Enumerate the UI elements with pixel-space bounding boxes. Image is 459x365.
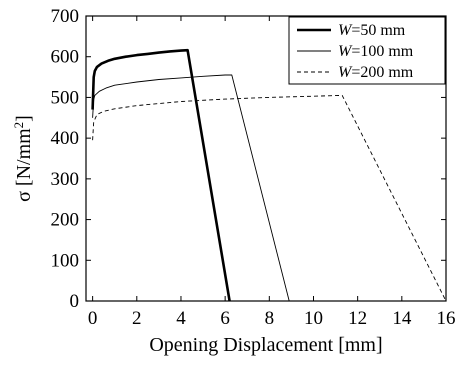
y-tick-label: 700 (51, 6, 80, 27)
series-line-2 (92, 74, 290, 302)
y-tick-label: 400 (51, 128, 80, 149)
series-layer (91, 48, 447, 302)
x-tick-label: 4 (176, 308, 186, 329)
plot-frame (85, 15, 447, 302)
x-tick-label: 8 (265, 308, 275, 329)
y-axis-label-main: σ [N/mm (13, 128, 35, 202)
y-axis-label: σ [N/mm2] (11, 115, 36, 202)
series-line-1 (91, 48, 231, 302)
x-tick-label: 14 (392, 308, 412, 329)
legend-entry-value: =200 mm (351, 64, 413, 81)
y-axis-label-superscript: 2 (11, 122, 26, 129)
legend-entry-3: W=200 mm (338, 64, 414, 81)
y-tick-label: 100 (51, 250, 80, 271)
legend-entry-value: =100 mm (351, 43, 413, 60)
x-tick-label: 10 (304, 308, 323, 329)
legend-entry-1: W=50 mm (338, 22, 406, 39)
legend-entry-2: W=100 mm (338, 43, 414, 60)
x-tick-label: 16 (437, 308, 456, 329)
series-line-3 (92, 94, 447, 302)
legend-entry-variable: W (338, 22, 353, 39)
y-tick-label: 600 (51, 47, 80, 68)
legend-entry-variable: W (338, 64, 353, 81)
y-tick-label: 200 (51, 210, 80, 231)
legend-entry-variable: W (338, 43, 353, 60)
y-axis-label-closing: ] (13, 115, 35, 122)
x-axis-label: Opening Displacement [mm] (149, 334, 382, 356)
x-tick-label: 0 (88, 308, 98, 329)
y-tick-label: 0 (70, 291, 80, 312)
y-tick-label: 300 (51, 169, 80, 190)
x-tick-label: 6 (220, 308, 230, 329)
legend-entry-value: =50 mm (351, 22, 405, 39)
legend: W=50 mmW=100 mmW=200 mm (288, 16, 446, 85)
legend-box (288, 16, 446, 85)
y-tick-label: 500 (51, 87, 80, 108)
x-tick-label: 12 (348, 308, 367, 329)
x-tick-label: 2 (132, 308, 142, 329)
